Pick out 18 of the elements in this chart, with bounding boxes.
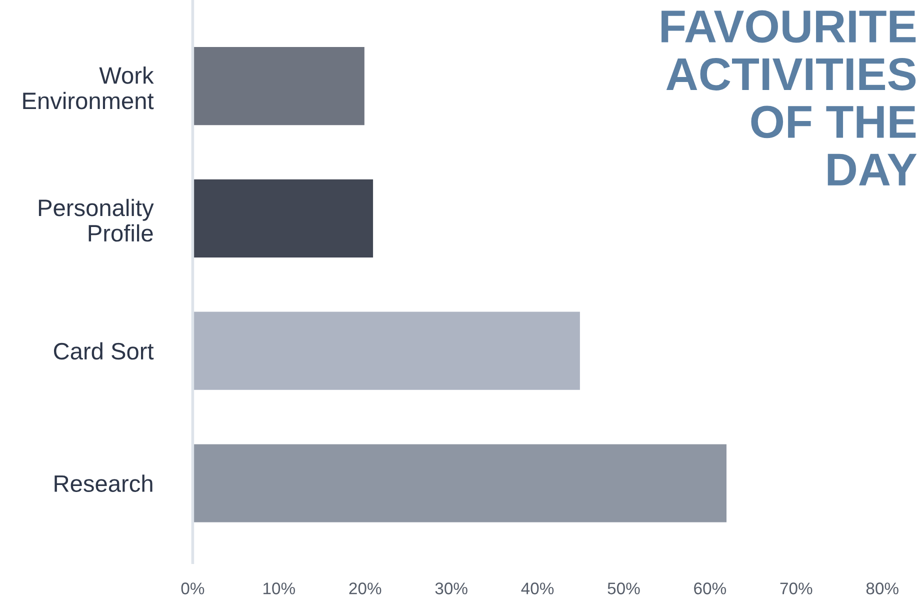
- text: FAVOURITE ACTIVITIES OF THE DAY: [662, 10, 917, 186]
- bar: [192, 46, 366, 126]
- bar: [192, 178, 374, 259]
- x-tick-label: 70%: [780, 582, 812, 594]
- bar: [192, 310, 582, 392]
- y-tick-label: Personality Profile: [38, 198, 154, 242]
- x-tick-label: 30%: [435, 582, 468, 594]
- y-tick-label: Research: [54, 474, 152, 492]
- x-tick-label: 80%: [866, 582, 898, 594]
- bar: [192, 442, 728, 524]
- x-tick-label: 10%: [263, 582, 295, 594]
- x-tick-label: 40%: [521, 582, 554, 594]
- y-tick-label: Work Environment: [23, 66, 154, 110]
- x-tick-label: 20%: [349, 582, 382, 594]
- x-tick-label: 60%: [694, 582, 726, 594]
- y-tick-label: Card Sort: [54, 342, 154, 360]
- x-tick-label: 50%: [608, 582, 640, 594]
- x-tick-label: 0%: [181, 582, 204, 594]
